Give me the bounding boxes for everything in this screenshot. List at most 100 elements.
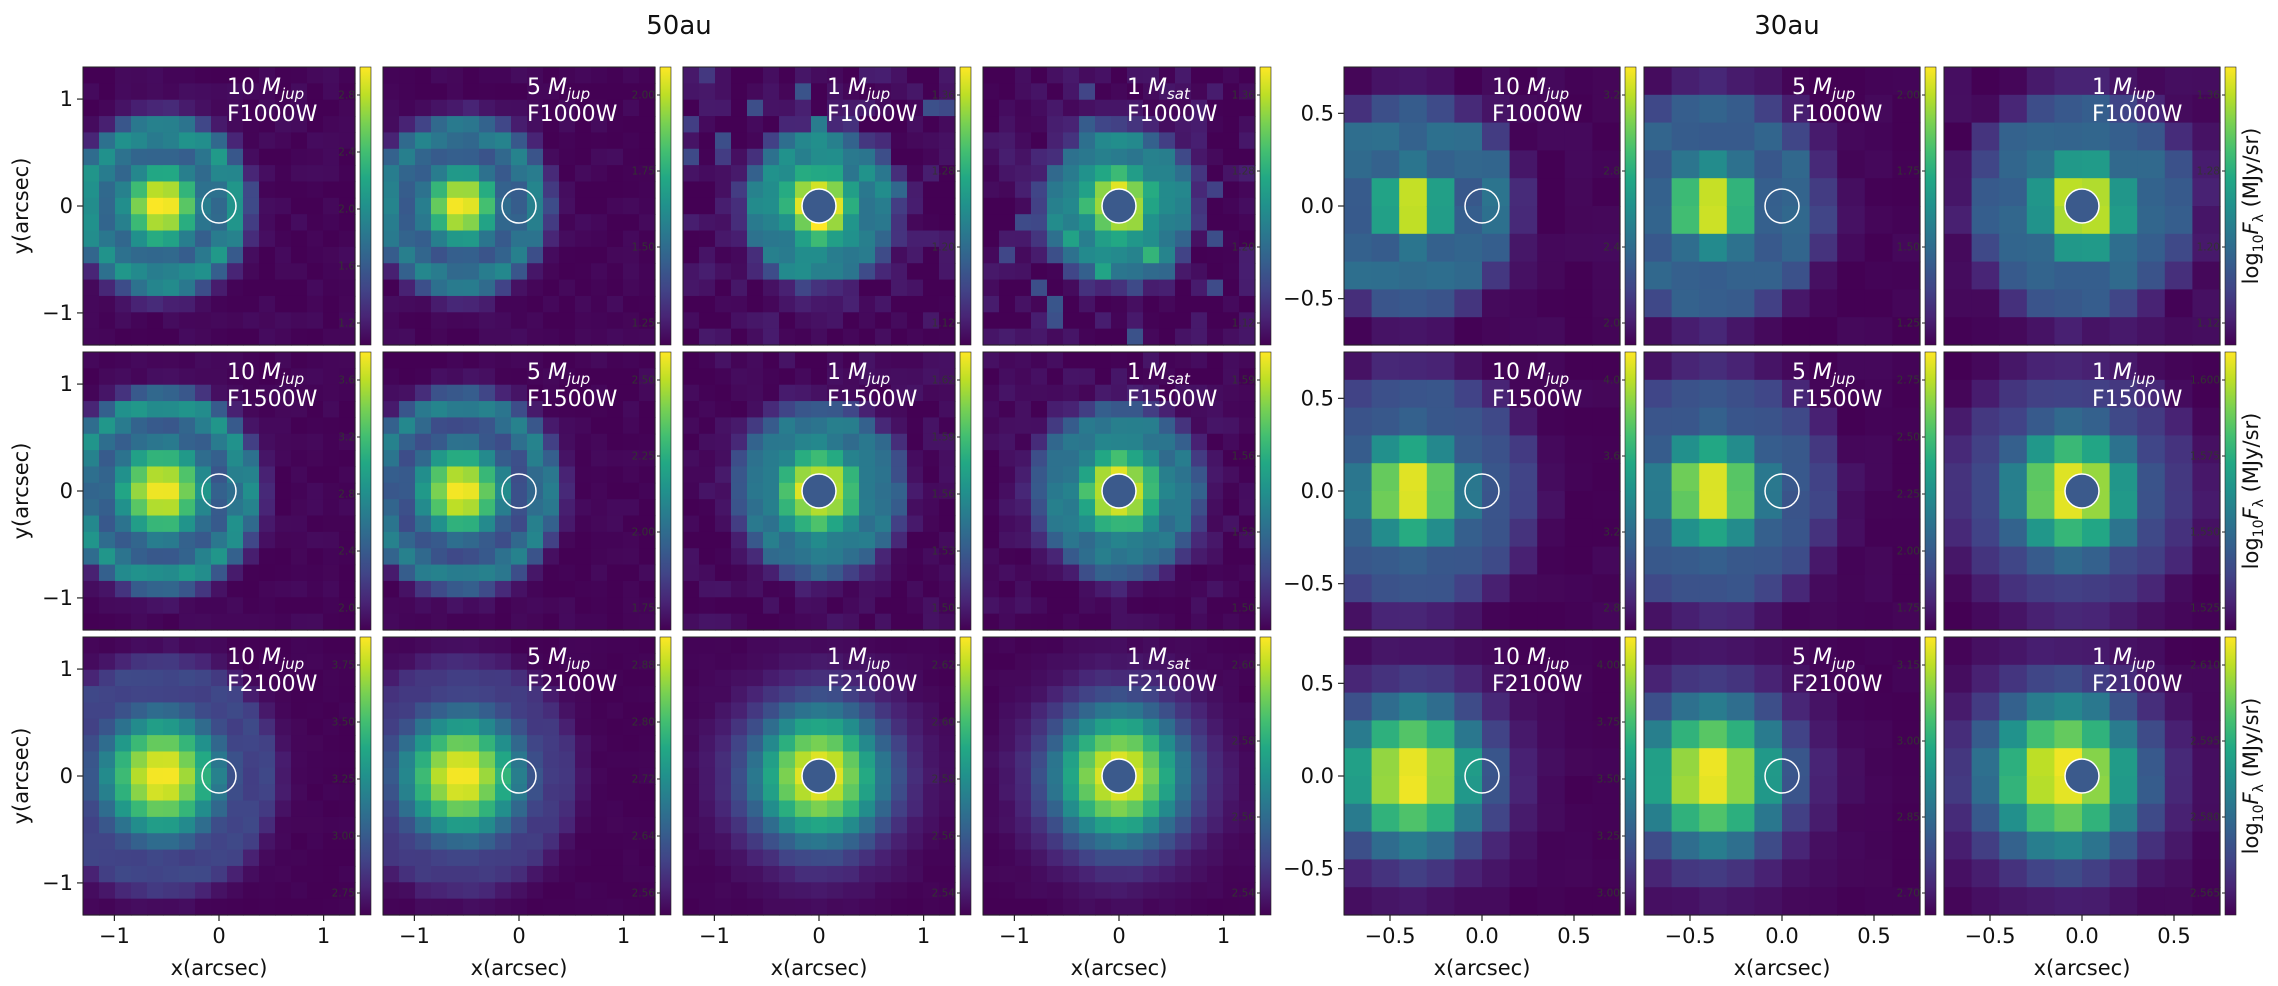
heatmap-cell <box>639 417 656 435</box>
heatmap-cell <box>575 450 592 468</box>
heatmap-cell <box>1564 637 1593 666</box>
heatmap-cell <box>1191 352 1208 369</box>
heatmap-cell <box>1971 518 2000 548</box>
heatmap-cell <box>1079 165 1096 183</box>
heatmap-cell <box>227 83 244 101</box>
heatmap-cell <box>763 433 780 451</box>
heatmap-cell <box>559 653 576 671</box>
heatmap-cell <box>259 849 276 867</box>
heatmap-cell <box>591 898 608 916</box>
heatmap-cell <box>307 132 324 150</box>
heatmap-cell <box>1175 613 1192 631</box>
heatmap-cell <box>259 368 276 386</box>
mass-label: 10 Mjup <box>1492 645 1569 673</box>
heatmap-cell <box>259 214 276 232</box>
heatmap-cell <box>383 669 400 687</box>
heatmap-cell <box>891 352 908 369</box>
heatmap-cell <box>1207 401 1224 419</box>
heatmap-cell <box>575 246 592 264</box>
colorbar-tick-label: 2.0 <box>1603 318 1620 330</box>
heatmap-cell <box>211 548 228 566</box>
heatmap-cell <box>399 450 416 468</box>
heatmap-cell <box>983 580 1000 598</box>
heatmap-cell <box>1159 637 1176 654</box>
heatmap-cell <box>1592 94 1621 124</box>
heatmap-cell <box>939 352 956 369</box>
heatmap-cell <box>1644 776 1673 805</box>
heatmap-cell <box>779 148 796 166</box>
heatmap-cell <box>1671 122 1700 151</box>
heatmap-cell <box>2192 407 2221 436</box>
heatmap-cell <box>1223 833 1240 851</box>
heatmap-cell <box>575 132 592 150</box>
heatmap-cell <box>1971 831 2000 860</box>
heatmap-cell <box>983 148 1000 166</box>
heatmap-cell <box>1371 317 1400 346</box>
heatmap-cell <box>1782 491 1811 520</box>
heatmap-cell <box>843 148 860 166</box>
heatmap-cell <box>715 784 732 802</box>
heatmap-cell <box>2164 546 2193 575</box>
heatmap-cell <box>1015 718 1032 736</box>
heatmap-cell <box>1971 94 2000 124</box>
heatmap-cell <box>163 735 180 753</box>
heatmap-cell <box>731 865 748 883</box>
heatmap-cell <box>2164 122 2193 151</box>
heatmap-cell <box>115 833 132 851</box>
heatmap-cell <box>447 83 464 101</box>
heatmap-cell <box>399 597 416 615</box>
heatmap-cell <box>1175 214 1192 232</box>
heatmap-cell <box>1127 99 1144 117</box>
heatmap-cell <box>1111 800 1128 818</box>
heatmap-cell <box>1726 546 1755 575</box>
heatmap-cell <box>527 328 544 346</box>
heatmap-cell <box>715 181 732 199</box>
heatmap-cell <box>763 368 780 386</box>
heatmap-cell <box>1047 613 1064 631</box>
heatmap-cell <box>291 613 308 631</box>
heatmap-cell <box>243 148 260 166</box>
heatmap-cell <box>307 352 324 369</box>
heatmap-cell <box>1079 865 1096 883</box>
heatmap-cell <box>227 499 244 517</box>
heatmap-cell <box>1175 784 1192 802</box>
heatmap-cell <box>307 580 324 598</box>
heatmap-cell <box>1344 435 1373 464</box>
heatmap-cell <box>715 637 732 654</box>
heatmap-cell <box>1537 546 1566 575</box>
heatmap-cell <box>1371 518 1400 548</box>
heatmap-cell <box>227 295 244 313</box>
heatmap-cell <box>639 849 656 867</box>
group-title-50au: 50au <box>646 11 712 41</box>
heatmap-cell <box>747 401 764 419</box>
heatmap-cell <box>1592 317 1621 346</box>
heatmap-cell <box>275 784 292 802</box>
y-tick-label: 0.5 <box>1301 101 1334 125</box>
heatmap-cell <box>639 482 656 500</box>
colorbar-tick-label: 3.2 <box>1603 90 1620 102</box>
heatmap-cell <box>1159 401 1176 419</box>
companion-marker <box>201 188 237 224</box>
heatmap-cell <box>131 67 148 84</box>
heatmap-cell <box>383 214 400 232</box>
heatmap-cell <box>275 450 292 468</box>
heatmap-cell <box>923 653 940 671</box>
heatmap-cell <box>607 466 624 484</box>
heatmap-cell <box>415 564 432 582</box>
heatmap-cell <box>939 637 956 654</box>
heatmap-cell <box>591 882 608 900</box>
colorbar-tick-label: 2.00 <box>1897 90 1920 102</box>
heatmap-cell <box>99 433 116 451</box>
heatmap-cell <box>1111 686 1128 704</box>
heatmap-cell <box>383 548 400 566</box>
heatmap-cell <box>179 263 196 281</box>
heatmap-cell <box>1239 499 1256 517</box>
heatmap-cell <box>479 580 496 598</box>
heatmap-cell <box>2192 859 2221 888</box>
panel-frame <box>1643 351 1921 631</box>
heatmap-cell <box>179 686 196 704</box>
x-tick-label: 1 <box>317 924 330 948</box>
colorbar-tick-label: 1.75 <box>632 603 655 615</box>
heatmap-cell <box>447 564 464 582</box>
heatmap-cell <box>843 499 860 517</box>
